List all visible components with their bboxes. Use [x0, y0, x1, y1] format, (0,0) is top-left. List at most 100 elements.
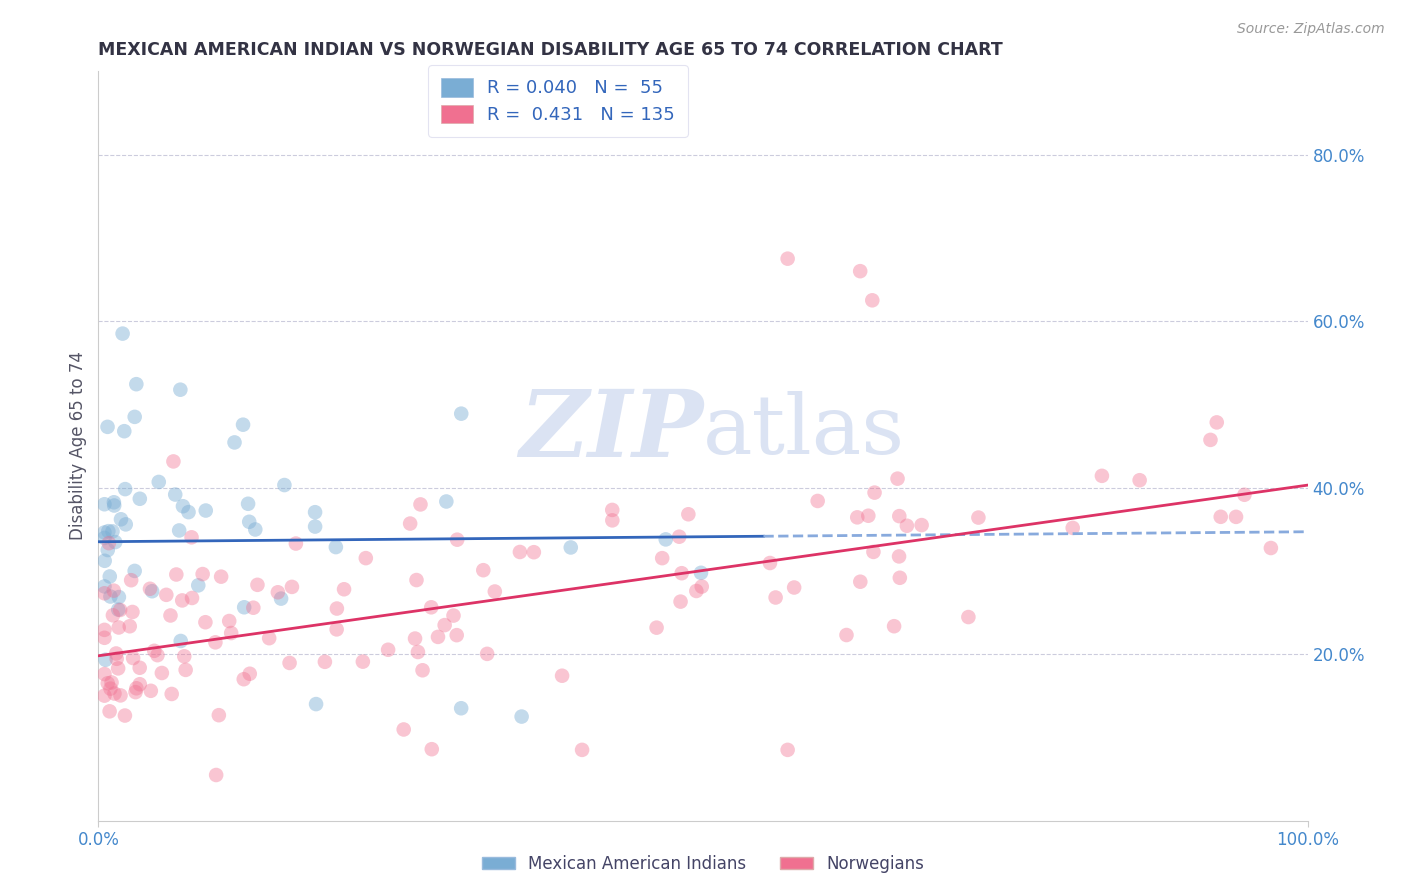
Point	[110, 512, 132, 526]
Point	[446, 533, 468, 547]
Point	[96, 420, 118, 434]
Point	[172, 593, 194, 607]
Point	[122, 651, 145, 665]
Point	[685, 584, 707, 599]
Point	[98, 704, 121, 718]
Point	[651, 551, 673, 566]
Point	[776, 743, 799, 757]
Point	[889, 571, 911, 585]
Point	[427, 630, 450, 644]
Point	[143, 644, 166, 658]
Point	[1199, 433, 1222, 447]
Point	[93, 525, 115, 540]
Point	[314, 655, 336, 669]
Point	[103, 687, 125, 701]
Point	[128, 491, 150, 506]
Point	[93, 579, 115, 593]
Point	[209, 569, 232, 583]
Point	[434, 494, 457, 508]
Point	[150, 665, 173, 680]
Point	[399, 516, 422, 531]
Point	[304, 505, 326, 519]
Point	[443, 608, 465, 623]
Point	[1091, 468, 1114, 483]
Point	[107, 661, 129, 675]
Point	[420, 600, 443, 615]
Point	[239, 666, 262, 681]
Point	[114, 482, 136, 496]
Point	[155, 588, 177, 602]
Point	[170, 634, 193, 648]
Point	[305, 697, 328, 711]
Point	[165, 487, 187, 501]
Point	[333, 582, 356, 597]
Point	[93, 623, 115, 637]
Point	[139, 683, 162, 698]
Point	[354, 551, 377, 566]
Point	[835, 628, 858, 642]
Point	[101, 608, 124, 623]
Point	[100, 590, 122, 604]
Point	[104, 535, 127, 549]
Point	[233, 600, 256, 615]
Point	[655, 533, 678, 547]
Point	[162, 454, 184, 468]
Point	[169, 383, 191, 397]
Point	[191, 567, 214, 582]
Point	[278, 656, 301, 670]
Point	[446, 628, 468, 642]
Point	[128, 661, 150, 675]
Point	[93, 689, 115, 703]
Point	[93, 631, 115, 645]
Point	[224, 435, 246, 450]
Point	[957, 610, 980, 624]
Point	[93, 586, 115, 600]
Point	[107, 602, 129, 616]
Point	[886, 472, 908, 486]
Point	[120, 573, 142, 587]
Point	[218, 614, 240, 628]
Point	[97, 676, 120, 690]
Point	[111, 326, 134, 341]
Point	[146, 648, 169, 662]
Point	[98, 569, 121, 583]
Point	[267, 585, 290, 599]
Point	[173, 649, 195, 664]
Point	[114, 517, 136, 532]
Point	[112, 424, 135, 438]
Point	[450, 701, 472, 715]
Point	[509, 545, 531, 559]
Point	[484, 584, 506, 599]
Point	[967, 510, 990, 524]
Point	[849, 264, 872, 278]
Point	[238, 515, 260, 529]
Point	[668, 530, 690, 544]
Point	[232, 417, 254, 432]
Point	[125, 377, 148, 392]
Point	[1209, 509, 1232, 524]
Point	[472, 563, 495, 577]
Point	[180, 530, 202, 544]
Point	[103, 495, 125, 509]
Text: ZIP: ZIP	[519, 386, 703, 476]
Point	[759, 556, 782, 570]
Point	[93, 667, 115, 681]
Point	[450, 407, 472, 421]
Point	[232, 672, 254, 686]
Point	[118, 619, 141, 633]
Point	[114, 708, 136, 723]
Y-axis label: Disability Age 65 to 74: Disability Age 65 to 74	[69, 351, 87, 541]
Point	[97, 524, 120, 538]
Point	[187, 578, 209, 592]
Point	[420, 742, 443, 756]
Point	[93, 497, 115, 511]
Point	[105, 647, 128, 661]
Point	[671, 566, 693, 581]
Point	[860, 293, 883, 308]
Point	[433, 618, 456, 632]
Point	[690, 566, 713, 580]
Point	[560, 541, 582, 555]
Point	[94, 653, 117, 667]
Point	[551, 669, 574, 683]
Point	[863, 485, 886, 500]
